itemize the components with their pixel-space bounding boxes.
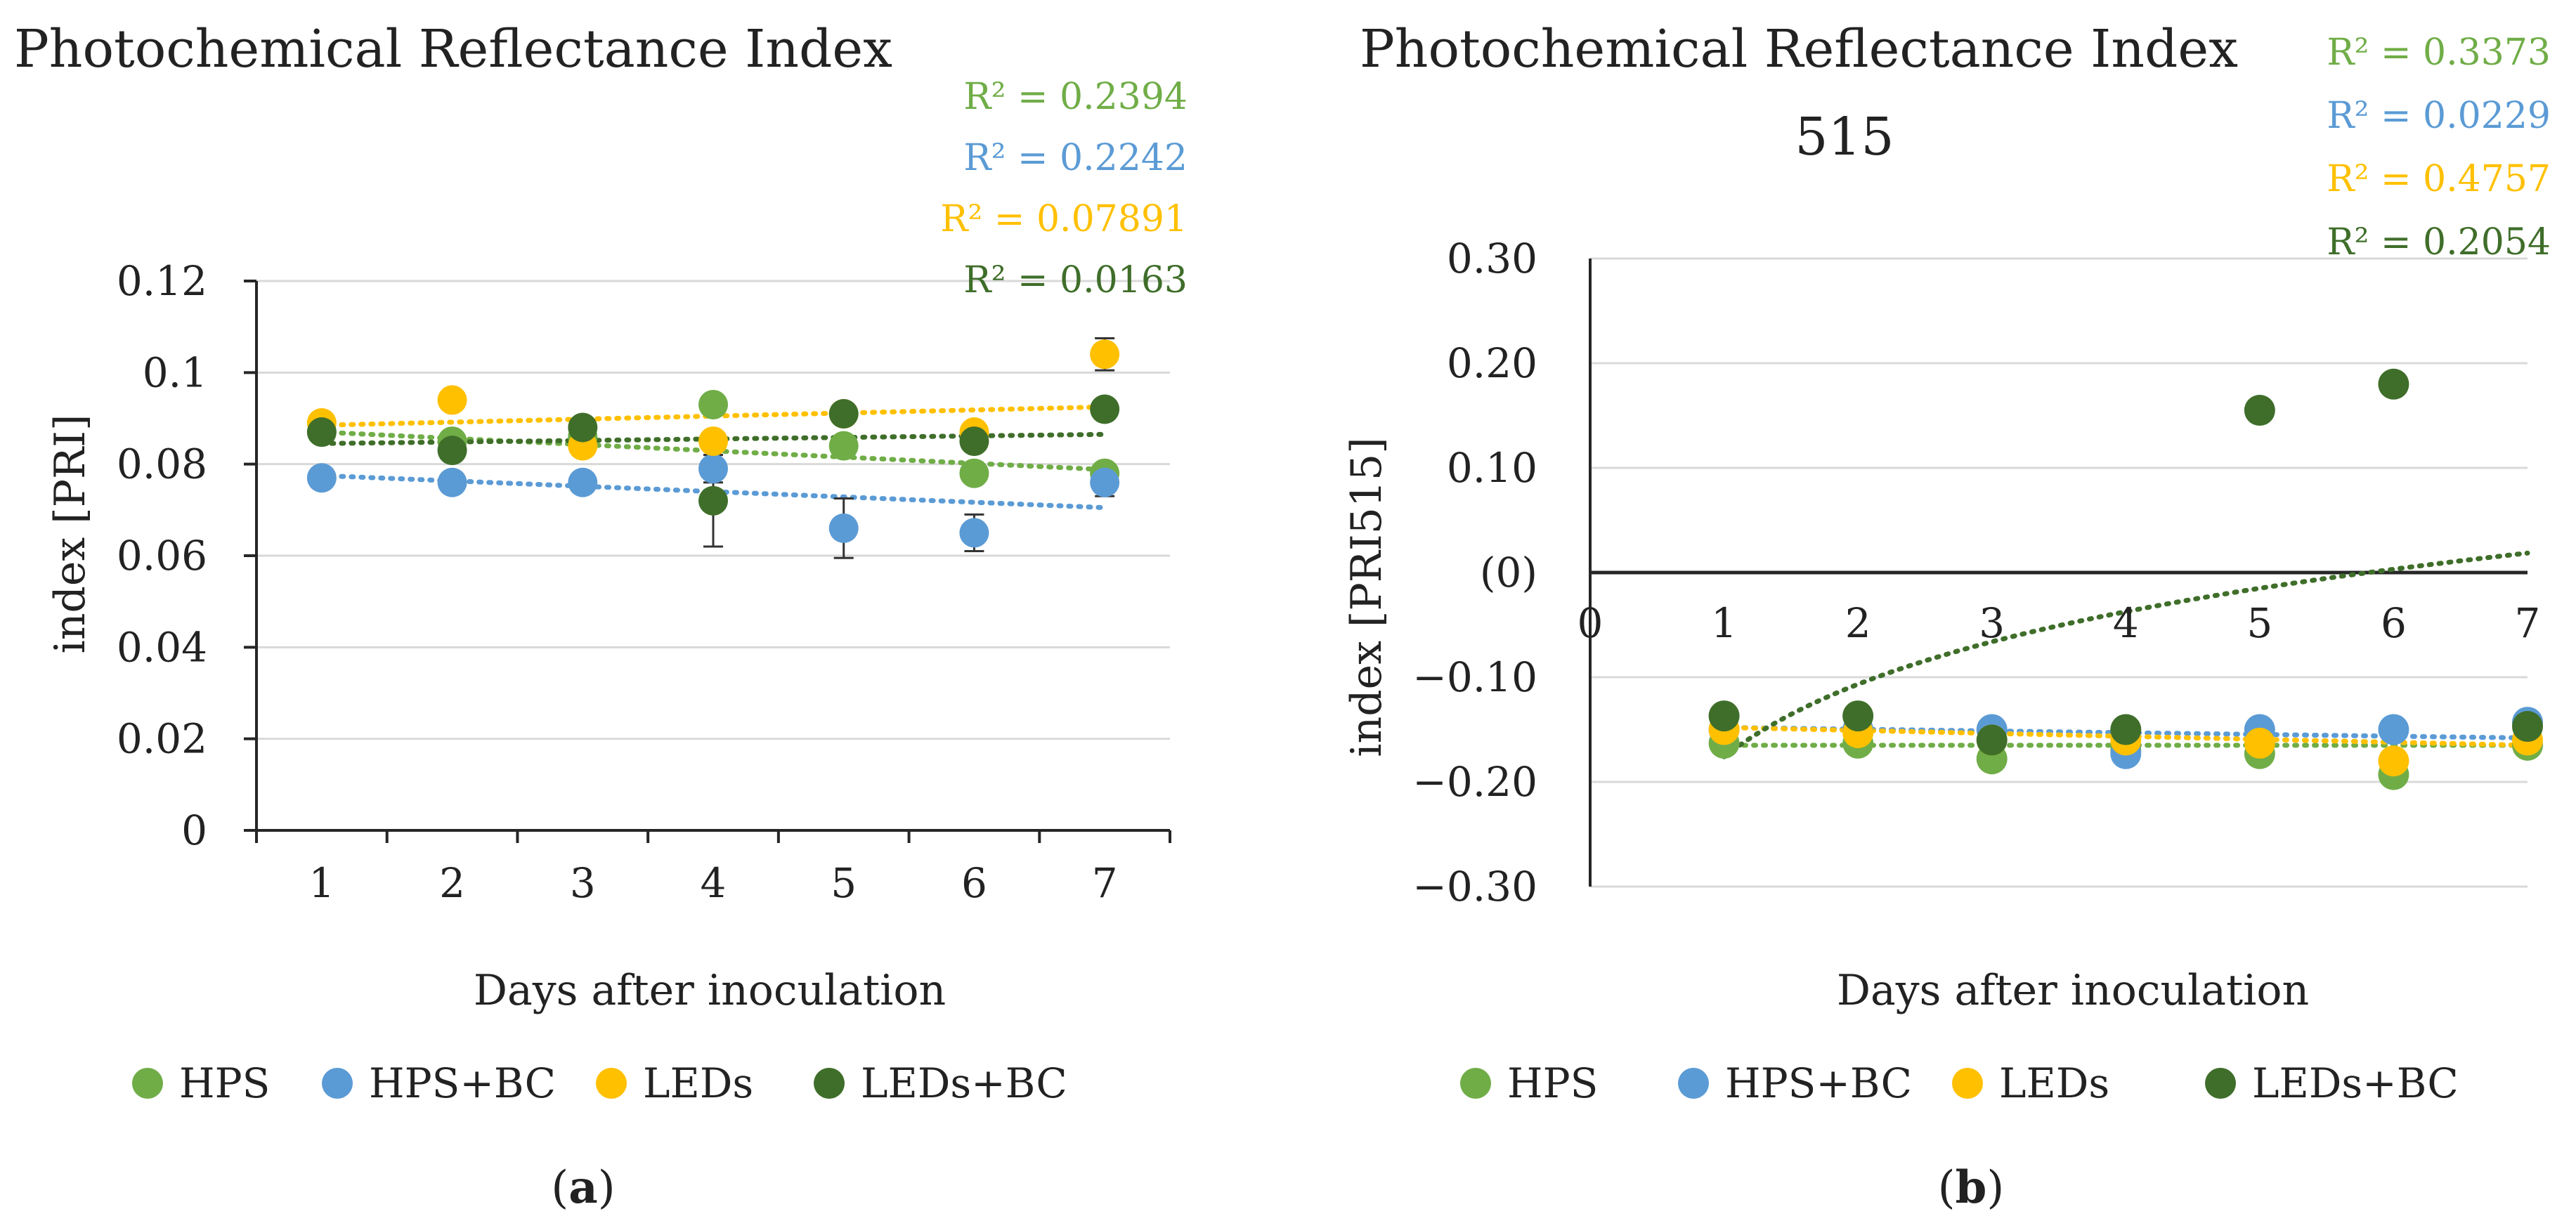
chart-a-point-hps-plus-bc — [437, 467, 467, 497]
chart-a-point-leds — [437, 385, 467, 415]
chart-b-x-tick-label: 0 — [1578, 599, 1604, 647]
chart-a-legend-marker-hps-plus-bc — [322, 1068, 353, 1099]
chart-a-x-tick-label: 3 — [570, 859, 596, 907]
chart-a: Photochemical Reflectance Index 0 0.02 0.0… — [14, 19, 1188, 1214]
chart-a-point-hps-plus-bc — [568, 467, 598, 497]
chart-a-r2-hps: R² = 0.2394 — [963, 76, 1188, 118]
chart-a-r2-leds-plus-bc: R² = 0.0163 — [963, 259, 1188, 301]
chart-a-point-hps-plus-bc — [959, 518, 989, 548]
chart-b-r2-leds-plus-bc: R² = 0.2054 — [2327, 221, 2551, 263]
chart-b-legend-label-leds: LEDs — [1999, 1059, 2109, 1107]
chart-a-point-hps — [828, 431, 859, 461]
chart-a-y-tick-label: 0.08 — [117, 440, 207, 488]
chart-a-y-tick-label: 0.12 — [117, 257, 207, 305]
chart-a-legend-label-hps: HPS — [179, 1059, 270, 1107]
chart-b-x-tick-label: 1 — [1711, 599, 1737, 647]
chart-a-xlabel: Days after inoculation — [474, 966, 946, 1015]
chart-b-r2-leds: R² = 0.4757 — [2327, 158, 2551, 200]
chart-a-y-tick-label: 0.02 — [117, 715, 207, 763]
chart-b-title-line-2: 515 — [1795, 107, 1894, 167]
chart-b-x-tick-label: 7 — [2515, 599, 2541, 647]
chart-a-point-hps — [698, 389, 728, 419]
chart-a-point-leds-plus-bc — [1090, 394, 1120, 424]
chart-a-x-tick-label: 6 — [961, 859, 987, 907]
chart-a-y-tick-label: 0 — [181, 806, 207, 854]
chart-a-point-leds-plus-bc — [437, 436, 467, 466]
chart-b-point-leds — [2378, 745, 2409, 777]
chart-a-x-tick-label: 5 — [831, 859, 857, 907]
chart-a-y-tick-label: 0.06 — [117, 532, 207, 580]
chart-b-y-tick-label: 0.10 — [1447, 444, 1537, 492]
chart-a-ylabel: index [PRI] — [46, 414, 95, 654]
chart-b-x-tick-label: 3 — [1979, 599, 2005, 647]
chart-a-point-hps-plus-bc — [698, 454, 728, 484]
chart-b-caption: (b) — [1938, 1161, 2005, 1214]
chart-a-x-tick-label: 1 — [308, 859, 334, 907]
chart-a-caption: (a) — [551, 1161, 615, 1214]
chart-b-y-tick-label: −0.30 — [1412, 863, 1537, 910]
chart-a-y-tick-label: 0.1 — [143, 348, 207, 396]
chart-b-ylabel: index [PRI515] — [1342, 437, 1391, 757]
chart-a-point-leds-plus-bc — [698, 485, 728, 516]
chart-b-point-leds-plus-bc — [2512, 711, 2543, 743]
chart-a-legend-label-hps-plus-bc: HPS+BC — [369, 1059, 556, 1107]
chart-b-point-leds-plus-bc — [2110, 714, 2142, 745]
chart-a-x-tick-label: 7 — [1092, 859, 1118, 907]
chart-a-legend-marker-hps — [132, 1068, 163, 1099]
chart-a-r2-leds: R² = 0.07891 — [940, 198, 1188, 240]
chart-b-caption-letter: b — [1956, 1161, 1987, 1214]
chart-b-point-leds-plus-bc — [1842, 700, 1874, 732]
chart-a-point-hps-plus-bc — [1090, 467, 1120, 497]
chart-b-point-leds — [2244, 727, 2275, 759]
chart-a-point-leds — [698, 426, 728, 457]
chart-b-x-tick-label: 6 — [2381, 599, 2407, 647]
chart-a-x-tick-label: 4 — [701, 859, 727, 907]
chart-a-legend-marker-leds-plus-bc — [814, 1068, 845, 1099]
chart-b-trendline-leds-plus-bc — [1722, 550, 2530, 759]
chart-b-r2-hps: R² = 0.3373 — [2327, 32, 2551, 74]
chart-b-point-hps-plus-bc — [2378, 714, 2409, 745]
chart-b-legend-label-hps: HPS — [1507, 1059, 1598, 1107]
chart-b-point-leds-plus-bc — [1708, 700, 1740, 732]
chart-a-r2-hps-plus-bc: R² = 0.2242 — [963, 137, 1188, 179]
chart-a-point-leds-plus-bc — [306, 417, 337, 448]
chart-a-point-hps — [959, 458, 989, 488]
chart-a-point-leds — [1090, 339, 1120, 370]
chart-b-point-leds-plus-bc — [1976, 724, 2008, 756]
chart-b-y-tick-label: −0.20 — [1412, 758, 1537, 806]
chart-a-point-leds-plus-bc — [828, 398, 859, 429]
chart-a-point-hps-plus-bc — [306, 463, 337, 493]
chart-b-point-leds-plus-bc — [2244, 395, 2275, 426]
chart-b-y-tick-label: −0.10 — [1412, 653, 1537, 701]
chart-b-legend-marker-leds-plus-bc — [2205, 1068, 2236, 1099]
chart-b-legend-marker-hps-plus-bc — [1678, 1068, 1709, 1099]
chart-a-legend-label-leds: LEDs — [643, 1059, 753, 1107]
chart-b-point-leds-plus-bc — [2378, 368, 2409, 400]
chart-b-xlabel: Days after inoculation — [1837, 966, 2309, 1015]
chart-a-y-tick-label: 0.04 — [117, 623, 207, 671]
chart-b-legend-marker-hps — [1460, 1068, 1491, 1099]
chart-b-r2-hps-plus-bc: R² = 0.0229 — [2327, 95, 2551, 137]
chart-a-legend-marker-leds — [596, 1068, 627, 1099]
chart-b-legend-label-leds-plus-bc: LEDs+BC — [2252, 1059, 2459, 1107]
chart-b-legend-label-hps-plus-bc: HPS+BC — [1725, 1059, 1912, 1107]
chart-b: Photochemical Reflectance Index 515 −0.3… — [1342, 19, 2551, 1214]
chart-a-point-leds-plus-bc — [568, 412, 598, 443]
chart-b-y-tick-label: 0.30 — [1447, 235, 1537, 282]
chart-b-x-tick-label: 4 — [2113, 599, 2139, 647]
chart-b-x-tick-label: 5 — [2246, 599, 2272, 647]
chart-a-point-hps-plus-bc — [828, 513, 859, 543]
chart-a-caption-letter: a — [568, 1161, 597, 1214]
chart-a-x-tick-label: 2 — [439, 859, 465, 907]
chart-b-legend-marker-leds — [1952, 1068, 1983, 1099]
chart-b-title-line-1: Photochemical Reflectance Index — [1360, 19, 2238, 79]
chart-b-x-tick-label: 2 — [1845, 599, 1871, 647]
chart-a-point-leds-plus-bc — [959, 426, 989, 457]
chart-b-y-tick-label: 0.20 — [1447, 339, 1537, 387]
chart-a-title: Photochemical Reflectance Index — [14, 19, 892, 79]
chart-b-y-tick-label: (0) — [1480, 549, 1537, 596]
chart-a-legend-label-leds-plus-bc: LEDs+BC — [861, 1059, 1067, 1107]
